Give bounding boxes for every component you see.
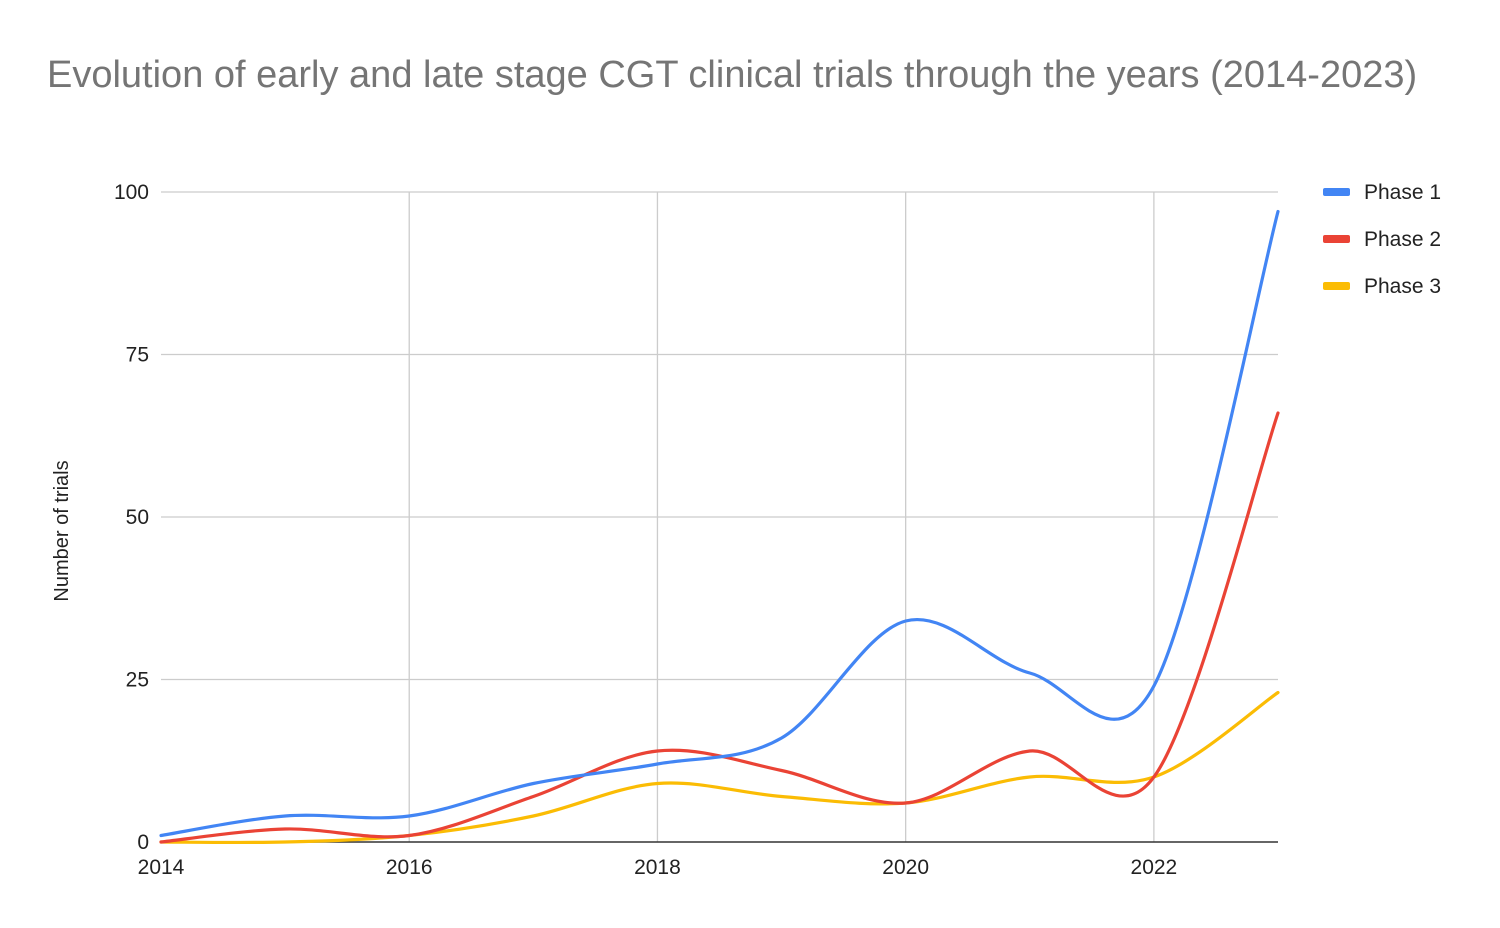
y-tick-label: 100 [114, 181, 149, 204]
legend-label: Phase 3 [1364, 275, 1441, 298]
legend-swatch [1323, 188, 1350, 196]
y-tick-label: 75 [126, 344, 149, 367]
y-tick-label: 50 [126, 506, 149, 529]
series-lines [159, 209, 1280, 845]
series-line-phase-2 [159, 411, 1280, 844]
series-line-phase-1 [159, 209, 1280, 838]
y-tick-label: 25 [126, 669, 149, 692]
x-tick-label: 2016 [386, 856, 433, 879]
legend-label: Phase 2 [1364, 228, 1441, 251]
x-tick-label: 2020 [882, 856, 929, 879]
y-tick-label: 0 [137, 831, 149, 854]
grid [161, 191, 1278, 842]
x-tick-label: 2018 [634, 856, 681, 879]
chart-title: Evolution of early and late stage CGT cl… [47, 54, 1418, 96]
legend: Phase 1 Phase 2 Phase 3 [1323, 181, 1441, 298]
legend-swatch [1323, 282, 1350, 290]
x-tick-label: 2014 [138, 856, 185, 879]
axes: 0 25 50 75 100 2014 2016 2018 2020 2022 [114, 181, 1278, 879]
legend-label: Phase 1 [1364, 181, 1441, 204]
legend-swatch [1323, 235, 1350, 243]
series-line-phase-3 [159, 690, 1280, 845]
x-tick-label: 2022 [1131, 856, 1178, 879]
y-axis-title: Number of trials [51, 460, 73, 601]
